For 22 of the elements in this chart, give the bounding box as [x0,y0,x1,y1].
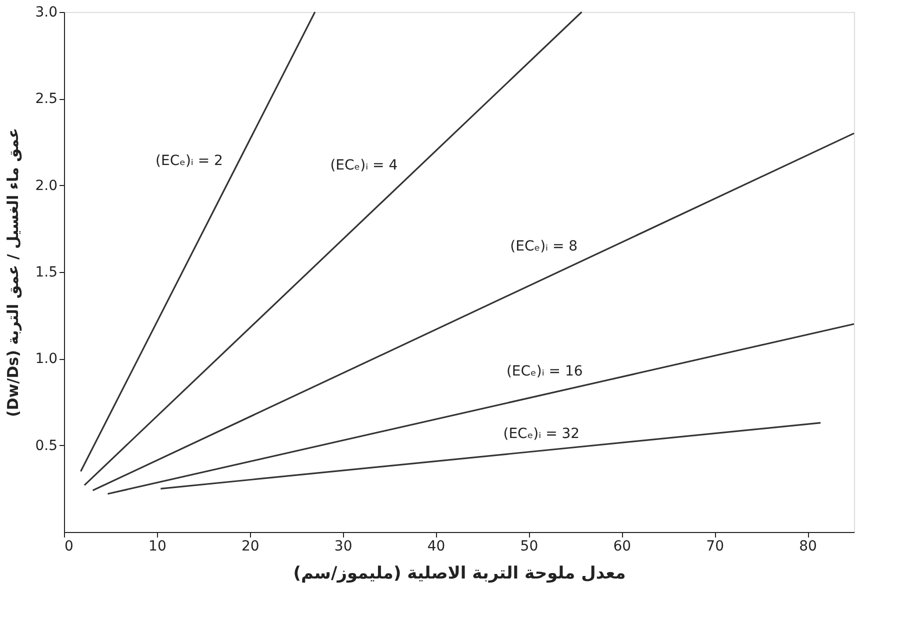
x-tick-label: 40 [427,538,446,554]
series-label: (ECₑ)ᵢ = 16 [506,363,583,380]
y-tick-label: 1.0 [35,351,58,368]
y-tick-label: 1.5 [35,264,58,280]
x-tick-label: 10 [148,538,166,554]
series-label: (ECₑ)ᵢ = 4 [330,158,398,174]
x-axis-title: معدل ملوحة التربة الاصلية (مليموز/سم) [293,564,626,584]
x-tick-label: 70 [706,538,724,554]
x-tick-label: 50 [520,538,538,554]
x-tick-label: 60 [613,538,632,554]
x-tick-label: 30 [334,538,352,554]
series-label: (ECₑ)ᵢ = 2 [156,152,223,169]
series-label: (ECₑ)ᵢ = 32 [503,426,580,442]
y-tick-label: 3.0 [35,4,58,20]
x-tick-label: 0 [64,538,74,554]
y-tick-label: 2.5 [35,91,58,108]
y-axis-title: (Dw/Ds) عمق ماء الغسيل / عمق التربة [4,128,22,417]
y-tick-label: 2.0 [35,178,58,194]
y-tick-label: 0.5 [35,438,58,454]
series-label: (ECₑ)ᵢ = 8 [510,238,578,254]
x-tick-label: 80 [799,538,817,554]
x-tick-label: 20 [241,538,260,554]
